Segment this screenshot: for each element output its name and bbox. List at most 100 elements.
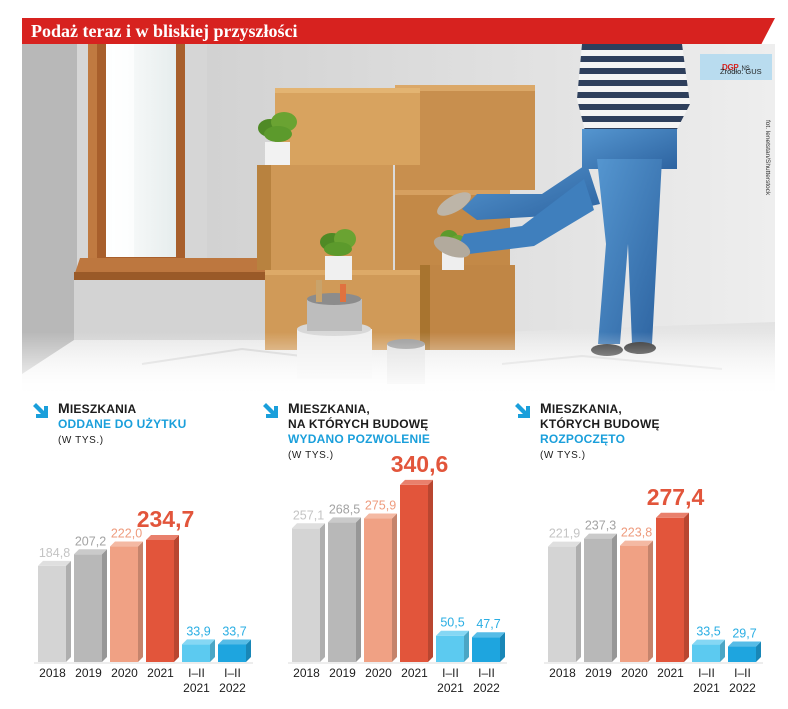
bar-side (612, 533, 617, 662)
bar-side (174, 534, 179, 662)
bar-top (728, 641, 761, 647)
tick-label: I–II 2022 (473, 666, 500, 695)
bar-front (328, 522, 356, 662)
baseline (544, 662, 763, 664)
tick-label: 2021 (657, 666, 684, 680)
bar-side (720, 639, 725, 662)
value-label: 268,5 (329, 502, 360, 516)
bar-2020 (364, 513, 397, 662)
bar-front (218, 644, 246, 662)
bar-2021 (400, 479, 433, 662)
bar-i-ii-2022 (728, 641, 761, 662)
bar-2020 (110, 541, 143, 662)
bar-front (292, 528, 320, 662)
bar-i-ii-2021 (182, 639, 215, 662)
bar-2019 (74, 549, 107, 662)
arrow-down-right-icon (263, 403, 279, 419)
bar-side (684, 512, 689, 662)
bar-side (428, 479, 433, 662)
bar-top (292, 523, 325, 529)
logo-suffix: NS (741, 66, 750, 72)
bar-front (74, 554, 102, 662)
chart-title-highlight: ROZPOCZĘTO (540, 432, 626, 446)
baseline (34, 662, 253, 664)
bar-top (146, 534, 179, 540)
window (74, 44, 280, 340)
chart-2-plot: 257,1 2018 268,5 2019 275,9 2020 340,6 2021 50,5… (288, 451, 507, 695)
bar-front (38, 565, 66, 662)
bar-front (436, 635, 464, 662)
bar-top (620, 540, 653, 546)
bar-side (102, 549, 107, 662)
tick-label: I–II 2022 (219, 666, 246, 695)
chart-1-plot: 184,8 2018 207,2 2019 222,0 2020 234,7 2021 33,9… (34, 506, 253, 695)
value-label: 50,5 (440, 616, 464, 630)
value-label-highlight: 234,7 (137, 506, 195, 532)
bar-2021 (656, 512, 689, 662)
chart-title-line: NA KTÓRYCH BUDOWĘ (288, 417, 429, 431)
bar-2020 (620, 540, 653, 662)
header-banner: Podaż teraz i w bliskiej przyszłości (22, 18, 775, 44)
chart-unit: (W TYS.) (58, 435, 104, 446)
bar-top (182, 639, 215, 645)
source-text: Źródło: GUS (720, 67, 762, 76)
bar-side (320, 523, 325, 662)
bar-side (392, 513, 397, 662)
photo-moving-couple (22, 44, 775, 395)
arrow-down-right-icon (515, 403, 531, 419)
couple (433, 44, 690, 356)
tick-label: I–II 2021 (693, 666, 720, 695)
chart-title-highlight: ODDANE DO UŻYTKU (58, 417, 187, 431)
bar-front (584, 538, 612, 662)
chart-title-line: MIESZKANIA (58, 400, 137, 417)
bar-side (576, 541, 581, 662)
bar-front (548, 546, 576, 662)
photo (22, 44, 775, 395)
value-label: 275,9 (365, 499, 396, 513)
chart-title-highlight: WYDANO POZWOLENIE (288, 432, 431, 446)
bar-front (110, 546, 138, 662)
tick-label: 2020 (365, 666, 392, 680)
value-label-highlight: 277,4 (647, 484, 705, 510)
bar-side (500, 632, 505, 662)
bar-top (38, 560, 71, 566)
bar-front (656, 517, 684, 662)
bar-2018 (548, 541, 581, 662)
bar-front (182, 644, 210, 662)
bar-top (692, 639, 725, 645)
bar-side (464, 630, 469, 662)
tick-label: 2018 (39, 666, 66, 680)
left-wall (22, 44, 77, 374)
bar-i-ii-2022 (472, 632, 505, 662)
bar-front (400, 484, 428, 662)
value-label: 237,3 (585, 519, 616, 533)
value-label: 184,8 (39, 546, 70, 560)
bar-side (756, 641, 761, 662)
bar-2019 (584, 533, 617, 662)
tick-label: I–II 2021 (183, 666, 210, 695)
chart-title-line: MIESZKANIA, (540, 400, 622, 417)
chart-3-plot: 221,9 2018 237,3 2019 223,8 2020 277,4 2021 33,5… (544, 484, 763, 695)
bar-front (728, 646, 756, 662)
value-label: 223,8 (621, 526, 652, 540)
bar-top (400, 479, 433, 485)
bar-top (218, 639, 251, 645)
chart-title-line: MIESZKANIA, (288, 400, 370, 417)
bar-side (246, 639, 251, 662)
bar-side (648, 540, 653, 662)
bar-i-ii-2021 (436, 630, 469, 662)
bar-top (74, 549, 107, 555)
tick-label: 2020 (621, 666, 648, 680)
bar-side (66, 560, 71, 662)
bar-2019 (328, 517, 361, 662)
bar-front (146, 539, 174, 662)
cardboard-boxes (257, 85, 535, 350)
bar-front (364, 518, 392, 662)
tick-label: 2018 (549, 666, 576, 680)
value-label: 257,1 (293, 508, 324, 522)
bar-top (110, 541, 143, 547)
tick-label: I–II 2021 (437, 666, 464, 695)
bar-side (210, 639, 215, 662)
bar-top (328, 517, 361, 523)
bar-front (472, 637, 500, 662)
